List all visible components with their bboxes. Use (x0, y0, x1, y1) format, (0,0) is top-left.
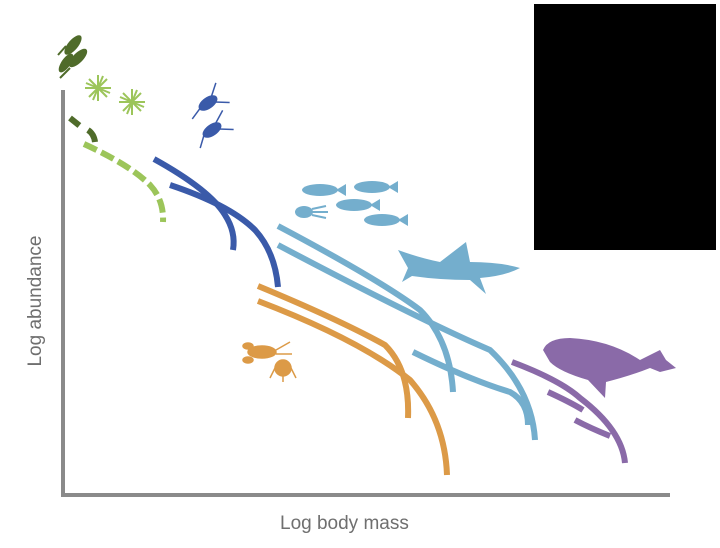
phytoplankton-curve-dark (68, 115, 82, 129)
fish-curves (276, 223, 538, 441)
zooplankton-curve-2 (169, 182, 281, 288)
x-axis-label: Log body mass (280, 513, 409, 534)
phytoplankton-curves (68, 115, 167, 223)
whale-silhouette (543, 338, 676, 398)
copepod-silhouette (191, 82, 234, 149)
phytoplankton-curve-dark-2 (86, 127, 98, 143)
zooplankton-curves (152, 156, 281, 288)
axes (61, 90, 670, 497)
mammal-curves (510, 359, 628, 464)
fish-school-silhouette (295, 181, 408, 226)
phytoplankton-silhouette (57, 35, 145, 115)
benthic-curves (256, 283, 450, 476)
fish-curve-3 (411, 349, 531, 426)
y-axis-label: Log abundance (25, 235, 46, 367)
crustacean-silhouette (242, 341, 297, 382)
shark-silhouette (398, 242, 520, 294)
fish-curve-2 (276, 242, 538, 441)
zooplankton-curve-1 (152, 156, 237, 251)
black-overlay-box (534, 4, 716, 250)
mammal-curve-3 (573, 417, 612, 439)
mammal-curve-2 (546, 389, 585, 413)
mammal-curve-1 (510, 359, 628, 464)
benthic-curve-1 (256, 283, 412, 419)
phytoplankton-curve (82, 141, 167, 223)
fish-curve-1 (276, 223, 456, 393)
benthic-curve-2 (256, 298, 450, 476)
